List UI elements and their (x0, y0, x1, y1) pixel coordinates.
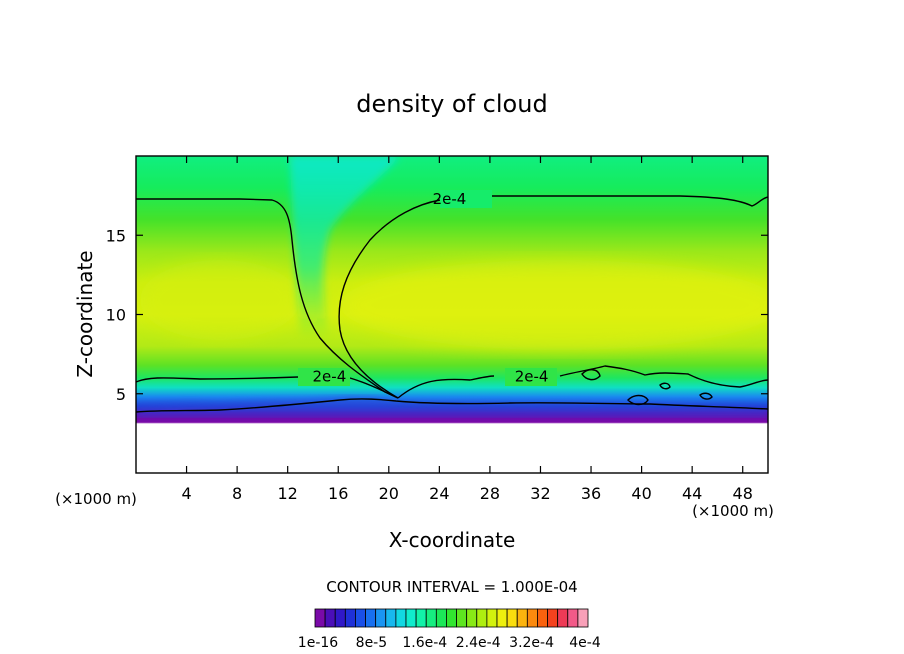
x-tick-label: 48 (733, 484, 753, 503)
colorbar-swatch (577, 608, 589, 628)
colorbar-swatch (314, 608, 326, 628)
colorbar-swatch (446, 608, 457, 628)
colorbar-swatch (496, 608, 508, 628)
contour-label: 2e-4 (313, 367, 347, 385)
field-plume (290, 156, 400, 340)
x-unit-right: (×1000 m) (692, 502, 774, 520)
colorbar-swatch (567, 608, 579, 628)
colorbar-swatch (334, 608, 346, 628)
colorbar-swatch (425, 608, 437, 628)
colorbar-swatch (537, 608, 548, 628)
colorbar-swatch (385, 608, 397, 628)
x-tick-label: 12 (278, 484, 298, 503)
colorbar-swatch (506, 608, 518, 628)
colorbar-swatch (415, 608, 427, 628)
colorbar-swatch (557, 608, 569, 628)
contour-right-arm (338, 195, 768, 399)
x-unit-left: (×1000 m) (55, 490, 137, 508)
contour-bottom (136, 365, 768, 399)
contour-label-bg (505, 368, 557, 386)
colorbar-tick-label: 4e-4 (569, 635, 601, 651)
colorbar-swatch (395, 608, 407, 628)
contour-top (136, 198, 399, 399)
x-tick-label: 4 (181, 484, 191, 503)
y-tick-label: 15 (106, 226, 126, 245)
field-lower-ragged-edge (136, 424, 768, 440)
x-tick-label: 40 (631, 484, 651, 503)
colorbar-labels: 1e-16 8e-5 1.6e-4 2.4e-4 3.2e-4 4e-4 (298, 635, 601, 651)
colorbar-swatch (547, 608, 559, 628)
x-axis-label: X-coordinate (389, 528, 516, 552)
contour-label-bg (440, 190, 492, 208)
contour-label: 2e-4 (433, 190, 467, 208)
colorbar-tick-label: 3.2e-4 (509, 635, 554, 651)
contour-label: 2e-4 (515, 367, 549, 385)
colorbar (314, 608, 589, 628)
colorbar-swatch (516, 608, 528, 628)
contour-interval-label: CONTOUR INTERVAL = 1.000E-04 (326, 578, 577, 596)
y-axis-label: Z-coordinate (73, 250, 97, 377)
colorbar-tick-label: 1.6e-4 (402, 635, 447, 651)
colorbar-swatch (365, 608, 377, 628)
colorbar-tick-label: 1e-16 (298, 635, 338, 651)
contour-lines (136, 195, 768, 413)
colorbar-swatch (324, 608, 336, 628)
colorbar-swatch (486, 608, 498, 628)
contour-islands (581, 369, 713, 406)
colorbar-swatch (375, 608, 387, 628)
x-tick-label: 44 (682, 484, 702, 503)
field-yellow-core (340, 260, 768, 350)
contour-label-bg (298, 368, 350, 386)
y-tick-label: 5 (116, 385, 126, 404)
colorbar-swatch (466, 608, 478, 628)
y-tick-label: 10 (106, 306, 126, 325)
colorbar-tick-label: 8e-5 (356, 635, 387, 651)
x-axis-ticks: 4 8 12 16 20 24 28 32 36 40 44 48 (181, 156, 753, 503)
chart-title: density of cloud (356, 90, 547, 118)
contour-label-group: 2e-4 2e-4 2e-4 (298, 190, 557, 386)
contour-lower-ragged (136, 398, 768, 413)
x-tick-label: 28 (480, 484, 500, 503)
colorbar-swatch (355, 608, 366, 628)
colorbar-swatch (344, 608, 356, 628)
colorbar-tick-label: 2.4e-4 (456, 635, 501, 651)
density-field (136, 156, 768, 473)
colorbar-swatch (435, 608, 447, 628)
x-tick-label: 16 (328, 484, 348, 503)
colorbar-swatch (526, 608, 538, 628)
colorbar-swatch (456, 608, 468, 628)
colorbar-swatch (405, 608, 417, 628)
x-tick-label: 24 (429, 484, 449, 503)
x-tick-label: 20 (379, 484, 399, 503)
x-tick-label: 32 (530, 484, 550, 503)
x-tick-label: 36 (581, 484, 601, 503)
field-yellow-core-left (140, 260, 300, 340)
field-blue-layer (136, 396, 768, 416)
colorbar-swatch (476, 608, 488, 628)
y-axis-ticks: 5 10 15 (106, 226, 768, 404)
x-tick-label: 8 (232, 484, 242, 503)
